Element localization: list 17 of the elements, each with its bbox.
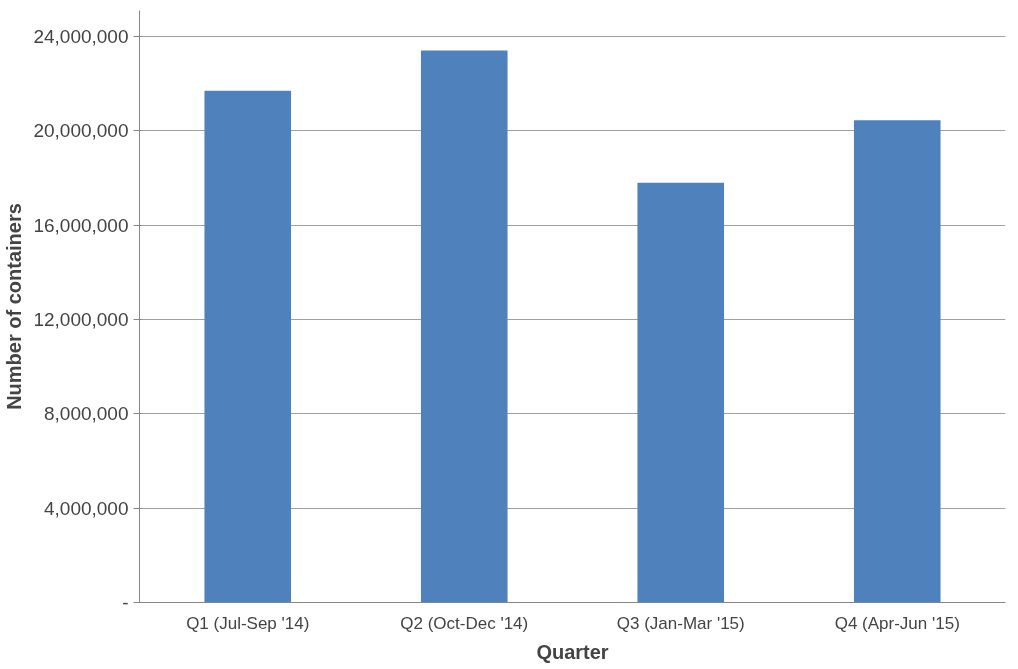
- x-tick-label: Q3 (Jan-Mar '15): [616, 613, 745, 633]
- y-tick-label: 12,000,000: [33, 308, 129, 330]
- y-tick-label: 20,000,000: [33, 120, 129, 142]
- y-tick-label: 24,000,000: [33, 25, 129, 47]
- x-tick-label: Q2 (Oct-Dec '14): [400, 613, 529, 633]
- y-axis-title: Number of containers: [3, 203, 26, 410]
- bar: [637, 182, 725, 603]
- bar: [853, 120, 941, 603]
- y-tick-label: 16,000,000: [33, 214, 129, 236]
- y-tick-label: -: [122, 592, 129, 613]
- y-tick-label: 4,000,000: [43, 497, 129, 519]
- bar: [420, 50, 508, 603]
- x-tick-label: Q1 (Jul-Sep '14): [186, 613, 310, 633]
- bar: [204, 90, 292, 603]
- y-tick-label: 8,000,000: [43, 403, 129, 425]
- x-axis-title: Quarter: [536, 640, 609, 663]
- x-tick-label: Q4 (Apr-Jun '15): [834, 613, 960, 633]
